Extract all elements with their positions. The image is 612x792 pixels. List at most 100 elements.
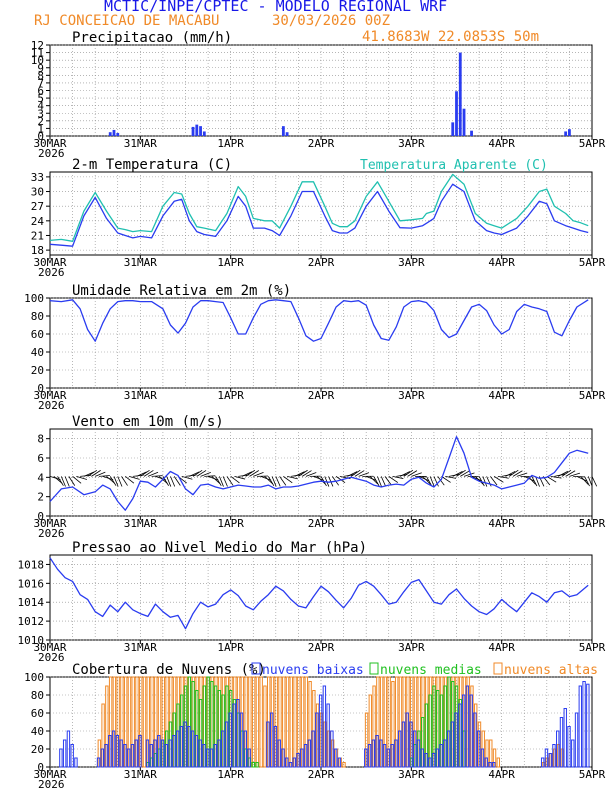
wind-barb: [497, 475, 509, 479]
wind-barb: [253, 472, 264, 477]
wind-barb: [384, 476, 392, 486]
x-tick-label: 2APR: [308, 641, 335, 654]
y-tick-label: 1: [37, 122, 44, 135]
wind-barb: [508, 469, 519, 477]
cloud-bar-nuvens-baixas: [303, 744, 308, 768]
precip-bar: [470, 130, 473, 136]
wind-barb: [463, 472, 475, 477]
cloud-bar-nuvens-baixas: [172, 735, 176, 768]
cloud-bar-nuvens-baixas: [300, 748, 304, 768]
wind-barb: [215, 476, 222, 487]
x-tick-label: 30MAR: [33, 768, 66, 781]
cloud-bar-nuvens-baixas: [288, 762, 293, 768]
cloud-bar-nuvens-baixas: [454, 712, 458, 768]
wind-barb: [433, 476, 439, 487]
series-line-2-m-temperatura-c-: [49, 183, 589, 247]
wind-barb: [109, 476, 117, 486]
header-run-time: 30/03/2026 00Z: [272, 13, 391, 29]
wind-barb: [445, 475, 457, 479]
x-tick-label: 31MAR: [124, 641, 157, 654]
wind-barb: [407, 470, 418, 477]
y-tick-label: 20: [31, 743, 44, 756]
wind-barb: [211, 476, 221, 485]
cloud-bar-nuvens-altas: [285, 676, 290, 768]
y-tick-label: 27: [31, 200, 44, 213]
wind-barb: [72, 476, 82, 484]
wind-barb: [316, 476, 326, 485]
x-tick-label: 1APR: [217, 137, 244, 150]
cloud-bar-nuvens-baixas: [586, 683, 590, 768]
cloud-bar-nuvens-baixas: [420, 748, 424, 768]
wind-barb: [429, 476, 435, 487]
cloud-bar-nuvens-baixas: [318, 694, 323, 768]
wind-barb: [166, 476, 172, 487]
x-tick-label: 4APR: [488, 256, 515, 269]
cloud-bar-nuvens-baixas: [111, 730, 116, 768]
wind-barb: [392, 475, 404, 479]
y-tick-label: 3: [37, 107, 44, 120]
cloud-bar-nuvens-baixas: [100, 748, 104, 768]
cloud-bar-nuvens-baixas: [405, 712, 409, 768]
y-tick-label: 100: [24, 292, 44, 305]
wind-barb: [366, 475, 377, 481]
wind-barb: [91, 470, 101, 477]
cloud-bar-nuvens-baixas: [160, 739, 165, 768]
wind-barb: [60, 476, 66, 487]
wind-barb: [283, 476, 293, 484]
cloud-bar-nuvens-baixas: [96, 757, 101, 768]
wind-barb: [200, 471, 211, 477]
cloud-bar-nuvens-baixas: [205, 748, 210, 768]
precip-bar: [451, 122, 455, 136]
wind-barb: [587, 476, 593, 487]
x-tick-label: 31MAR: [124, 517, 157, 530]
x-year-label: 2026: [38, 651, 65, 664]
precip-bar: [108, 132, 112, 136]
x-tick-label: 2APR: [308, 517, 335, 530]
cloud-bar-nuvens-baixas: [66, 730, 71, 768]
x-tick-label: 4APR: [488, 768, 515, 781]
cloud-bar-nuvens-baixas: [194, 735, 199, 768]
x-tick-label: 3APR: [398, 137, 425, 150]
cloud-bar-nuvens-baixas: [198, 739, 202, 768]
wind-barb: [125, 476, 135, 484]
wind-barb: [76, 475, 87, 480]
cloud-bar-nuvens-baixas: [202, 744, 206, 768]
wind-barb: [426, 476, 433, 487]
wind-barb: [241, 471, 253, 477]
cloud-bar-nuvens-baixas: [296, 753, 300, 768]
wind-barb: [287, 475, 298, 480]
cloud-bar-nuvens-altas: [496, 757, 501, 768]
wind-barb: [196, 470, 207, 477]
y-tick-label: 40: [31, 346, 44, 359]
y-tick-label: 40: [31, 725, 44, 738]
y-tick-label: 10: [31, 54, 44, 67]
cloud-bar-nuvens-medias: [251, 762, 255, 768]
precip-bar: [112, 129, 116, 136]
wind-barb: [234, 475, 246, 480]
cloud-bar-nuvens-baixas: [281, 748, 285, 768]
y-tick-label: 18: [31, 244, 44, 257]
precip-bar: [285, 132, 289, 136]
wind-barb: [380, 476, 387, 487]
cloud-bar-nuvens-baixas: [330, 730, 334, 768]
y-tick-label: 1014: [18, 596, 45, 609]
wind-barb: [422, 476, 431, 485]
panel-title: Precipitacao (mm/h): [72, 30, 232, 46]
cloud-bar-nuvens-baixas: [187, 726, 191, 768]
x-tick-label: 30MAR: [33, 641, 66, 654]
wind-barb: [377, 476, 382, 487]
wind-barb: [113, 476, 119, 487]
wind-barb: [486, 476, 492, 487]
precip-bar: [568, 129, 571, 136]
y-tick-label: 0: [37, 510, 44, 523]
cloud-bar-nuvens-baixas: [446, 730, 451, 768]
y-tick-label: 5: [37, 92, 44, 105]
x-tick-label: 31MAR: [124, 389, 157, 402]
wind-barb: [313, 475, 324, 481]
x-tick-label: 30MAR: [33, 137, 66, 150]
x-tick-label: 5APR: [579, 137, 606, 150]
x-year-label: 2026: [38, 399, 65, 412]
wind-barb: [516, 472, 528, 477]
wind-barb: [158, 476, 168, 484]
cloud-bar-nuvens-baixas: [221, 730, 225, 768]
